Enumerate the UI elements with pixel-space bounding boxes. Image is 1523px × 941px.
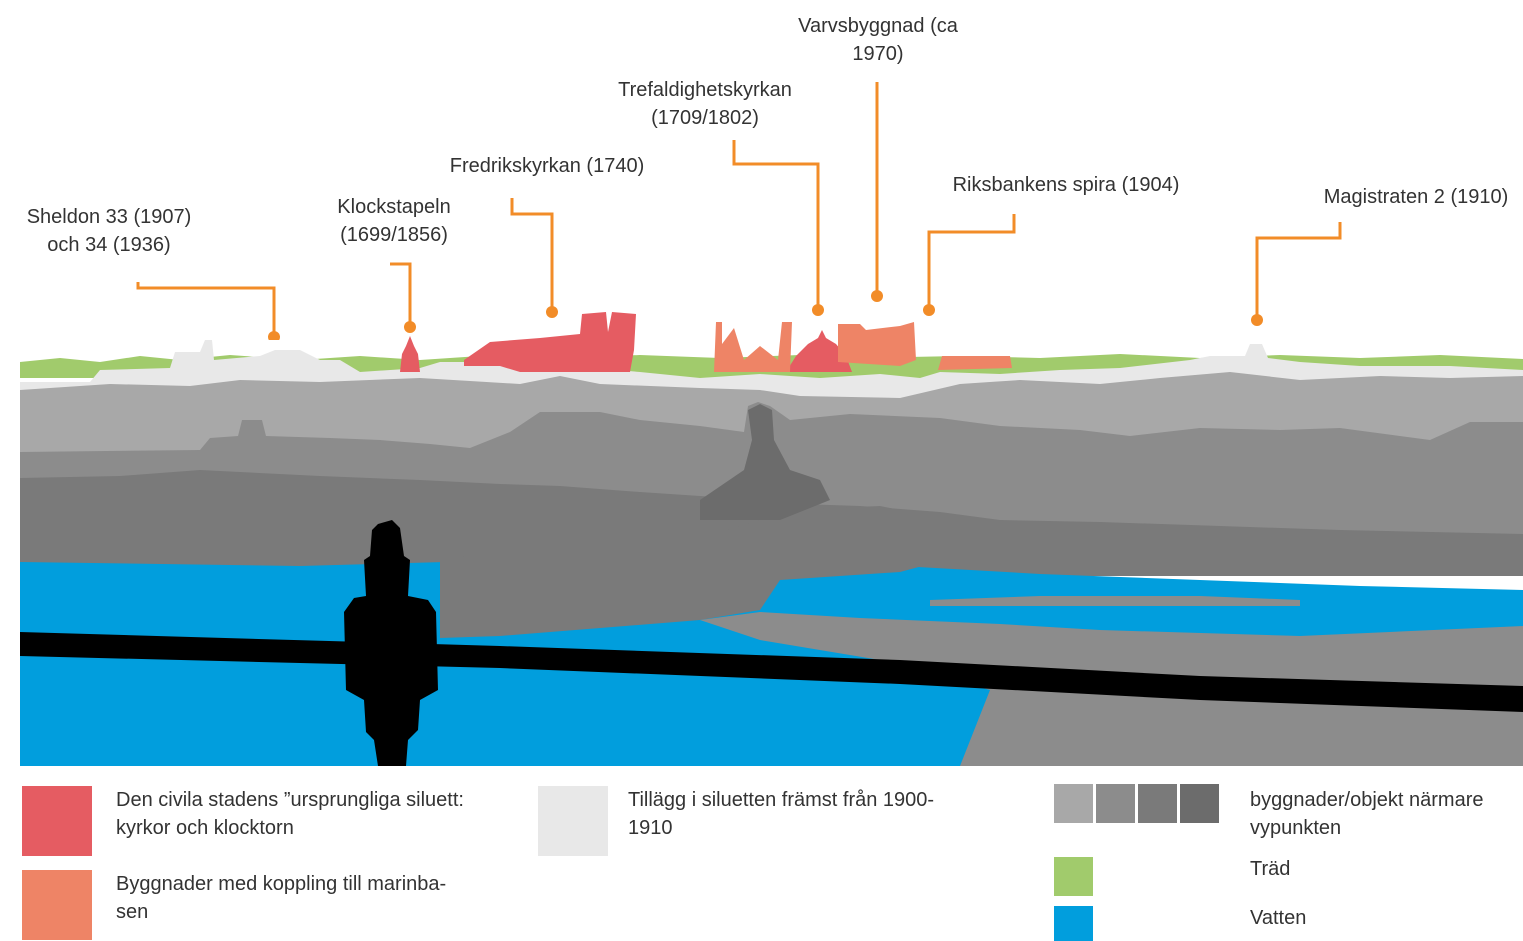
legend-trees: Träd [1250,855,1290,883]
leader-lines [136,82,1342,340]
dot-sheldon [268,331,280,340]
legend-swatch-near-1 [1054,784,1093,823]
dot-varvsbyggnad [871,290,883,302]
pier [930,596,1300,606]
dot-trefaldighetskyrkan [812,304,824,316]
callout-riksbanken: Riksbankens spira (1904) [926,171,1206,199]
legend-swatch-water [1054,906,1093,941]
legend-water-line1: Vatten [1250,907,1307,929]
legend-swatch-near-2 [1096,784,1135,823]
callout-varvsbyggnad-line1: Varvsbyggnad (ca [798,15,958,37]
callout-varvsbyggnad: Varvsbyggnad (ca 1970) [776,12,980,68]
callout-klockstapeln-line2: (1699/1856) [340,224,448,246]
legend-swatch-near-3 [1138,784,1177,823]
legend-swatch-original [22,786,92,856]
callout-klockstapeln-line1: Klockstapeln [337,196,451,218]
leader-fredrikskyrkan [510,198,554,312]
callout-riksbanken-line1: Riksbankens spira (1904) [952,174,1180,196]
dot-klockstapeln [404,321,416,333]
leader-sheldon [136,282,276,336]
bollard [344,520,438,766]
legend-near-line2: vypunkten [1250,817,1342,839]
callout-sheldon: Sheldon 33 (1907) och 34 (1936) [8,203,210,259]
legend-near: byggnader/objekt närmare vypunkten [1250,786,1483,842]
legend-original-line1: Den civila stadens ”ursprungliga siluett… [116,789,464,811]
dot-fredrikskyrkan [546,306,558,318]
leader-klockstapeln [390,262,412,326]
legend-additions: Tillägg i siluetten främst från 1900- 19… [628,786,934,842]
ship-superstructure [700,404,830,520]
callout-sheldon-line2: och 34 (1936) [47,234,171,256]
naval-cranes [714,322,792,372]
dot-magistraten [1251,314,1263,326]
callout-sheldon-line1: Sheldon 33 (1907) [26,206,192,228]
legend-trees-line1: Träd [1250,858,1291,880]
dot-riksbanken [923,304,935,316]
legend-swatch-trees [1054,857,1093,896]
church-klockstapeln [400,336,420,372]
legend-naval: Byggnader med koppling till marinba- sen [116,870,446,926]
callout-magistraten: Magistraten 2 (1910) [1296,183,1523,211]
legend-swatch-near-4 [1180,784,1219,823]
legend-additions-line2: 1910 [628,817,673,839]
legend-additions-line1: Tillägg i siluetten främst från 1900- [628,789,935,811]
callout-fredrikskyrkan-line1: Fredrikskyrkan (1740) [449,155,645,177]
ship-hull [440,506,990,638]
legend-swatch-naval [22,870,92,940]
leader-magistraten [1255,222,1342,320]
callout-magistraten-line1: Magistraten 2 (1910) [1323,186,1509,208]
legend-swatch-additions [538,786,608,856]
legend-original-line2: kyrkor och klocktorn [116,817,294,839]
leader-riksbanken [927,214,1016,310]
callout-klockstapeln: Klockstapeln (1699/1856) [316,193,472,249]
leader-trefaldighetskyrkan [732,140,820,310]
legend-water: Vatten [1250,904,1306,932]
callout-varvsbyggnad-line2: 1970) [852,43,904,65]
callout-trefaldighetskyrkan-line2: (1709/1802) [651,107,759,129]
naval-varvsbyggnad [838,322,916,366]
skyline-illustration [20,312,1523,766]
callout-trefaldighetskyrkan: Trefaldighetskyrkan (1709/1802) [598,76,812,132]
church-trefaldighetskyrkan [786,330,852,372]
legend-naval-line2: sen [116,901,149,923]
legend-naval-line1: Byggnader med koppling till marinba- [116,873,447,895]
callout-trefaldighetskyrkan-line1: Trefaldighetskyrkan [618,79,792,101]
legend-near-line1: byggnader/objekt närmare [1250,789,1484,811]
church-fredrikskyrkan [464,312,636,372]
callout-fredrikskyrkan: Fredrikskyrkan (1740) [430,152,664,180]
naval-building-small [938,356,1012,370]
legend-original: Den civila stadens ”ursprungliga siluett… [116,786,464,842]
